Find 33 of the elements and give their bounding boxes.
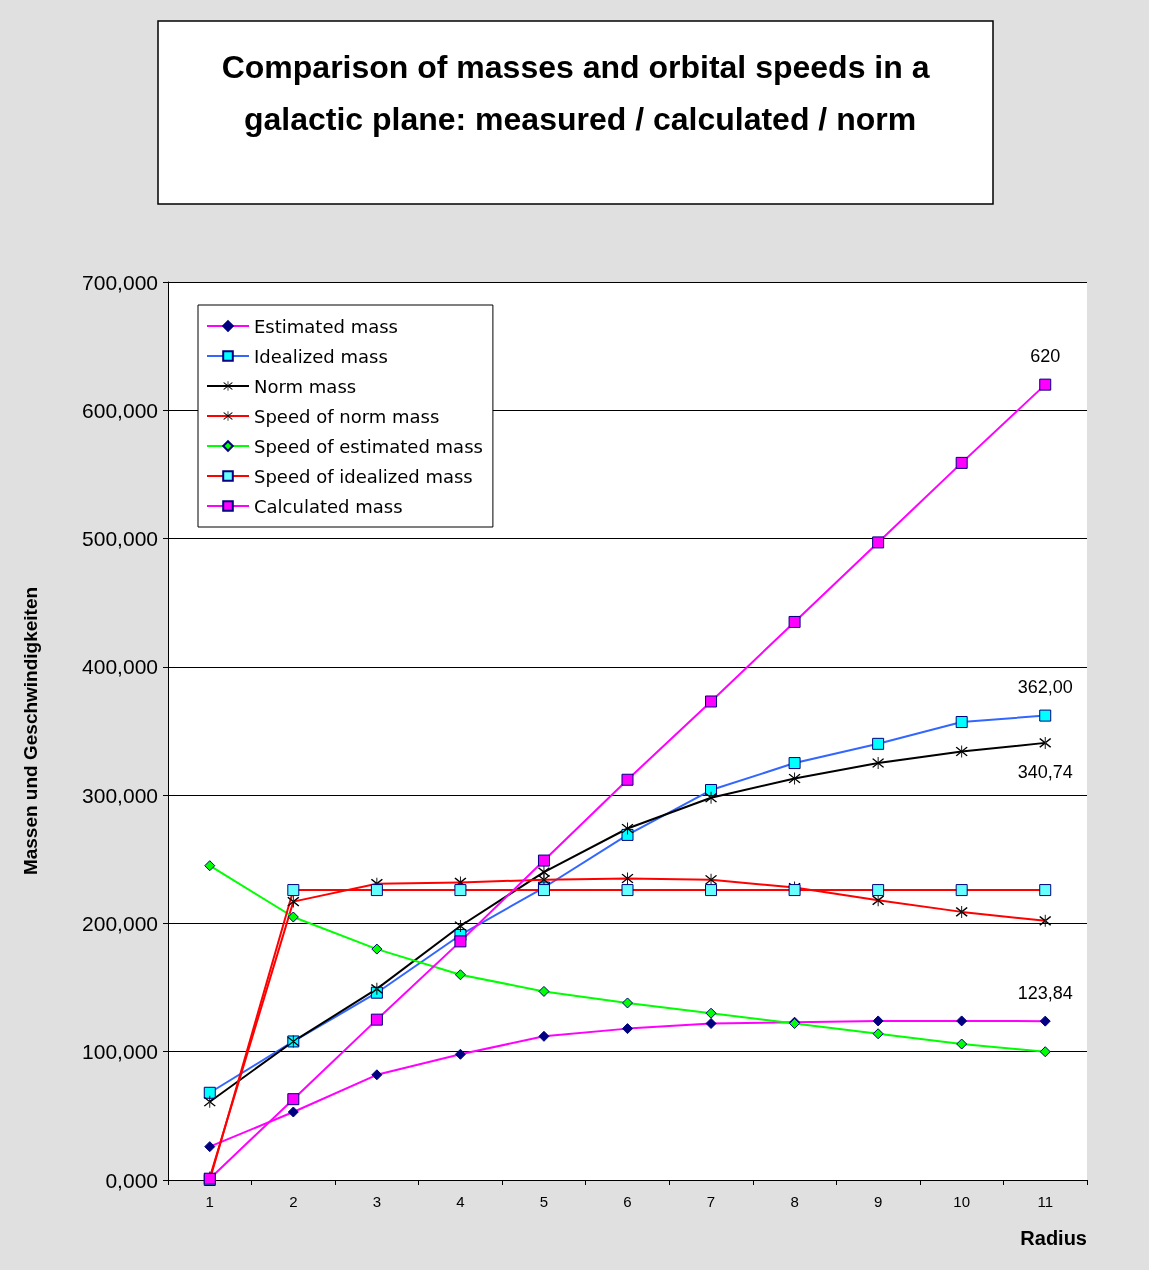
x-tick-label: 1: [205, 1193, 214, 1210]
legend-label: Norm mass: [254, 375, 357, 397]
x-tick-label: 6: [623, 1193, 632, 1210]
y-tick-label: 0,000: [105, 1168, 158, 1192]
x-tick-label: 5: [539, 1193, 549, 1210]
x-tick-label: 4: [456, 1193, 465, 1210]
y-tick-label: 400,000: [82, 655, 158, 679]
y-tick-label: 700,000: [82, 270, 158, 294]
x-tick-label: 7: [706, 1193, 716, 1210]
data-label: 620: [1030, 345, 1061, 366]
x-tick-label: 11: [1037, 1193, 1054, 1210]
chart-title: Comparison of masses and orbital speeds in a galactic plane: measured / calculated / norm: [221, 49, 939, 137]
data-label: 340,74: [1017, 761, 1073, 782]
x-tick-label: 10: [953, 1193, 971, 1210]
legend-label: Idealized mass: [254, 345, 388, 367]
x-tick-label: 3: [372, 1193, 382, 1210]
legend-label: Speed of estimated mass: [254, 435, 483, 457]
legend-label: Estimated mass: [254, 315, 398, 337]
x-axis-title: Radius: [1020, 1227, 1087, 1249]
y-tick-label: 600,000: [82, 398, 158, 422]
y-tick-label: 500,000: [82, 527, 158, 551]
y-tick-label: 300,000: [82, 783, 158, 807]
data-label: 123,84: [1017, 982, 1073, 1003]
y-tick-label: 200,000: [82, 911, 158, 935]
legend-label: Calculated mass: [254, 495, 403, 517]
legend-label: Speed of norm mass: [254, 405, 440, 427]
x-tick-label: 8: [790, 1193, 799, 1210]
x-tick-label: 9: [873, 1193, 883, 1210]
y-axis-title: Massen und Geschwindigkeiten: [20, 586, 41, 876]
data-label: 362,00: [1017, 676, 1073, 697]
x-tick-label: 2: [289, 1193, 298, 1210]
y-tick-label: 100,000: [82, 1040, 158, 1064]
legend-label: Speed of idealized mass: [254, 465, 473, 487]
